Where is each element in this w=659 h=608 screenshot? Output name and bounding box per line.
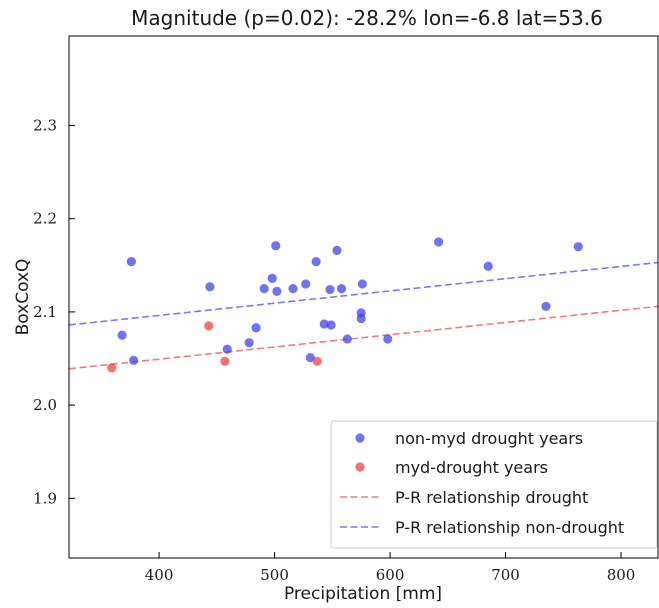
x-tick-label: 400 bbox=[145, 566, 174, 584]
data-point bbox=[271, 241, 281, 251]
data-point bbox=[326, 320, 336, 330]
data-point bbox=[336, 284, 347, 294]
y-tick-label: 2.0 bbox=[33, 396, 57, 414]
regression-line bbox=[68, 305, 659, 370]
legend-label: myd-drought years bbox=[395, 458, 548, 477]
data-point bbox=[220, 356, 230, 366]
data-point bbox=[204, 321, 214, 331]
chart-title: Magnitude (p=0.02): -28.2% lon=-6.8 lat=… bbox=[131, 6, 603, 30]
data-point bbox=[288, 284, 298, 294]
data-point bbox=[117, 330, 127, 340]
y-tick-label: 2.3 bbox=[33, 116, 57, 134]
x-tick-label: 600 bbox=[376, 566, 405, 584]
data-point bbox=[267, 273, 277, 283]
data-point bbox=[319, 319, 329, 329]
data-point bbox=[356, 308, 366, 318]
legend-label: P-R relationship non-drought bbox=[395, 518, 624, 537]
data-point bbox=[573, 242, 583, 252]
data-point bbox=[311, 256, 321, 267]
x-tick-label: 700 bbox=[491, 566, 520, 584]
data-point bbox=[222, 344, 232, 354]
legend-label: non-myd drought years bbox=[395, 429, 583, 448]
data-point bbox=[483, 261, 493, 271]
y-axis-label: BoxCoxQ bbox=[13, 259, 33, 336]
legend-marker bbox=[355, 433, 365, 443]
data-point bbox=[244, 338, 254, 348]
x-axis: 400 500 600 700 800 bbox=[145, 552, 636, 584]
data-point bbox=[342, 334, 352, 344]
data-point bbox=[357, 279, 367, 289]
data-point bbox=[259, 284, 269, 294]
x-tick-label: 800 bbox=[607, 566, 636, 584]
data-point bbox=[205, 282, 215, 292]
x-axis-label: Precipitation [mm] bbox=[284, 584, 442, 604]
data-point bbox=[107, 363, 117, 373]
legend-marker bbox=[355, 462, 365, 472]
data-point bbox=[325, 284, 335, 295]
data-point bbox=[312, 356, 322, 366]
regression-line bbox=[68, 261, 659, 326]
data-point bbox=[272, 286, 282, 297]
data-point bbox=[305, 352, 315, 363]
y-tick-label: 2.2 bbox=[33, 210, 57, 228]
data-point bbox=[332, 245, 342, 255]
y-tick-label: 2.1 bbox=[33, 303, 57, 321]
legend: non-myd drought years myd-drought years P-… bbox=[330, 420, 658, 549]
data-point bbox=[541, 301, 551, 311]
data-point bbox=[251, 323, 261, 333]
y-axis: 1.9 2.0 2.1 2.2 2.3 bbox=[33, 116, 75, 507]
x-tick-label: 500 bbox=[260, 566, 289, 584]
data-point bbox=[126, 256, 136, 267]
plot-area bbox=[68, 237, 659, 373]
plot-frame bbox=[68, 35, 659, 559]
legend-label: P-R relationship drought bbox=[395, 488, 588, 507]
data-point bbox=[129, 355, 139, 365]
legend-frame bbox=[330, 420, 658, 549]
y-tick-label: 1.9 bbox=[33, 489, 57, 507]
data-point bbox=[301, 279, 311, 289]
data-point bbox=[433, 237, 444, 247]
data-point bbox=[383, 334, 393, 344]
